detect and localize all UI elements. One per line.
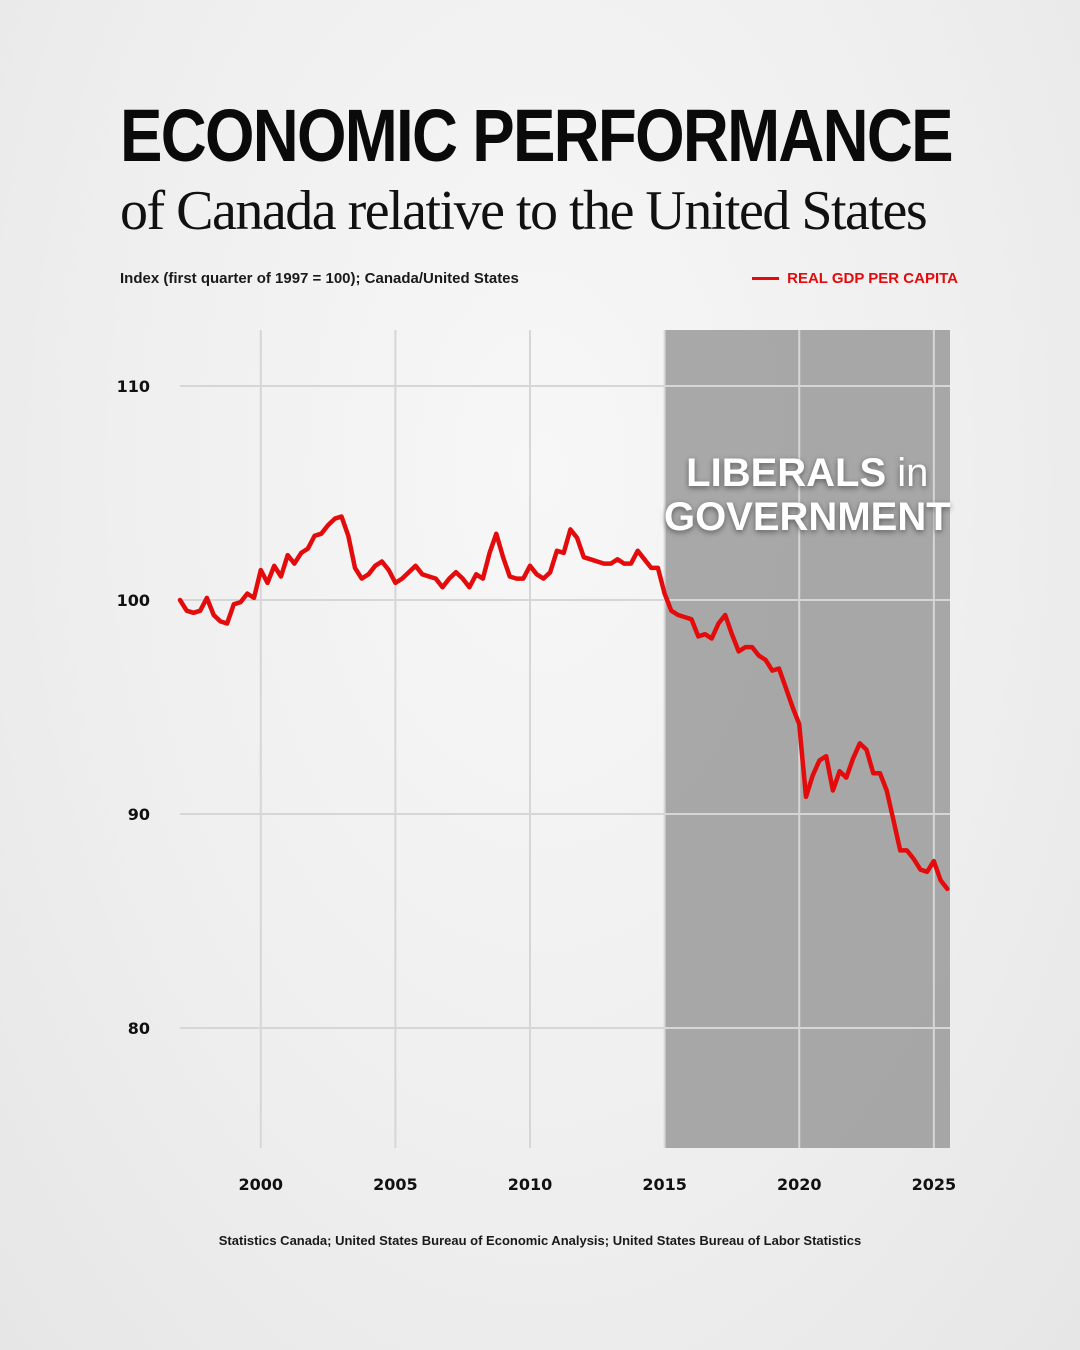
x-tick-label-2010: 2010 (508, 1175, 553, 1194)
annotation-line-2: GOVERNMENT (664, 495, 951, 539)
y-tick-label-80: 80 (128, 1019, 150, 1038)
chart-subtitle: of Canada relative to the United States (120, 180, 928, 242)
x-tick-label-2000: 2000 (239, 1175, 284, 1194)
y-tick-label-100: 100 (117, 591, 150, 610)
annotation-line-1: LIBERALS in (686, 451, 928, 495)
annotation-in: in (886, 451, 928, 495)
x-tick-label-2005: 2005 (373, 1175, 418, 1194)
y-tick-label-90: 90 (128, 805, 150, 824)
x-tick-label-2025: 2025 (912, 1175, 957, 1194)
source-note: Statistics Canada; United States Bureau … (218, 1233, 862, 1248)
index-description: Index (first quarter of 1997 = 100); Can… (120, 270, 519, 287)
liberals-shaded-region (664, 330, 950, 1148)
legend-label: REAL GDP PER CAPITA (787, 270, 958, 287)
chart-title: ECONOMIC PERFORMANCE (120, 94, 954, 177)
legend-swatch (752, 277, 780, 280)
legend: REAL GDP PER CAPITA (752, 270, 958, 287)
series-line-gdp-per-capita (177, 514, 950, 892)
x-tick-label-2020: 2020 (777, 1175, 822, 1194)
annotation-liberals: LIBERALS (686, 451, 886, 495)
y-tick-label-110: 110 (117, 377, 150, 396)
x-tick-label-2015: 2015 (642, 1175, 687, 1194)
